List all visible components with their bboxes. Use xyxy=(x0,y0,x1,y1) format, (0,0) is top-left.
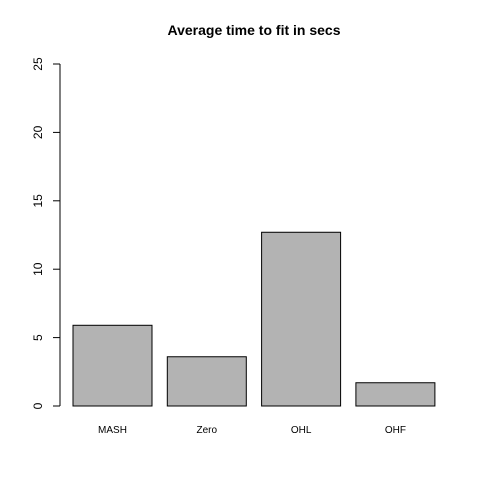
bar-ohf xyxy=(355,382,436,407)
x-category-label: Zero xyxy=(197,425,218,436)
x-category-label: MASH xyxy=(98,425,127,436)
x-category-label: OHL xyxy=(291,425,312,436)
bar-zero xyxy=(166,356,247,407)
x-category-label: OHF xyxy=(385,425,406,436)
y-tick-label: 20 xyxy=(31,125,45,139)
bar-ohl xyxy=(261,231,342,407)
bar-mash xyxy=(72,324,153,407)
y-tick-label: 25 xyxy=(31,57,45,71)
y-tick-label: 5 xyxy=(31,334,45,341)
y-tick-label: 15 xyxy=(31,194,45,208)
y-tick-label: 0 xyxy=(31,402,45,409)
bars-group xyxy=(72,231,436,407)
y-tick-label: 10 xyxy=(31,262,45,276)
y-axis: 0 5 10 15 20 25 xyxy=(31,57,61,409)
chart-title: Average time to fit in secs xyxy=(168,22,341,38)
x-axis-labels: MASH Zero OHL OHF xyxy=(98,425,406,436)
